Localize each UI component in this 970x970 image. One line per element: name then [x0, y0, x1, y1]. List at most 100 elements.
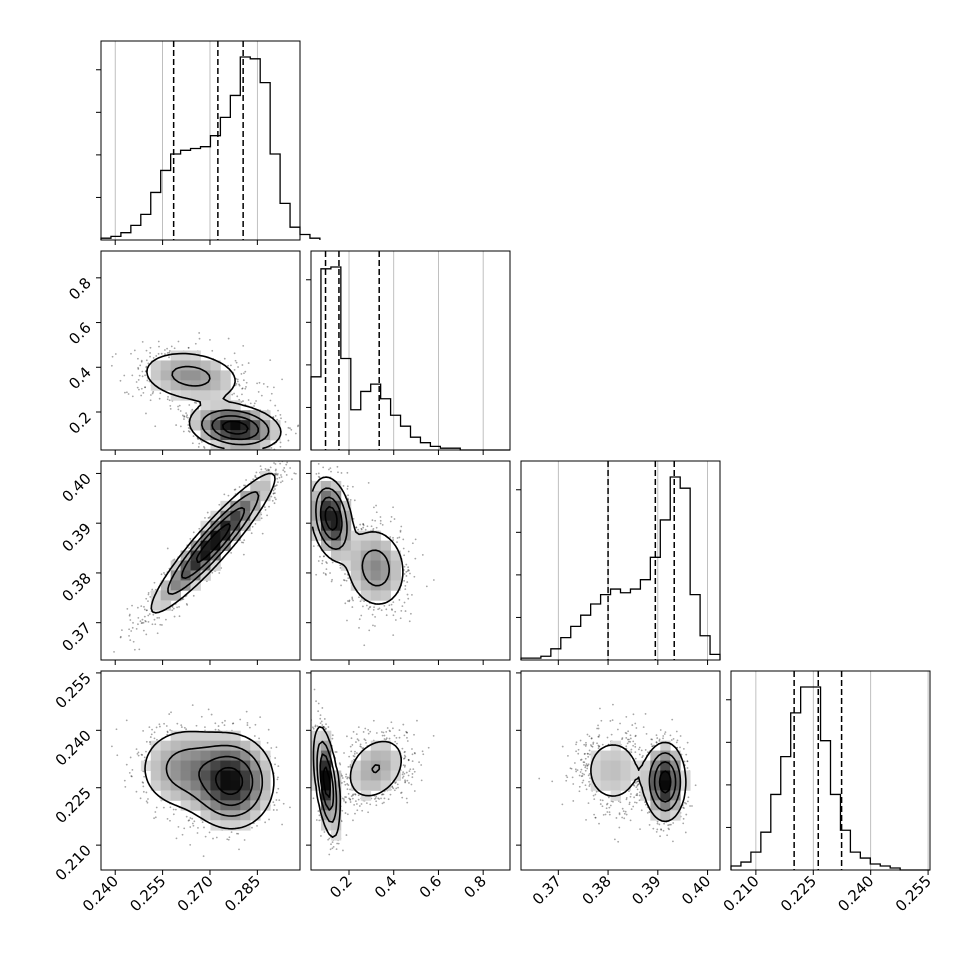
- scatter-point: [404, 779, 406, 782]
- scatter-point: [666, 834, 669, 837]
- scatter-point: [572, 783, 575, 785]
- scatter-point: [644, 749, 647, 751]
- scatter-point: [676, 739, 679, 742]
- scatter-point: [403, 579, 406, 582]
- scatter-point: [632, 805, 635, 808]
- histogram-bar: [141, 214, 151, 240]
- scatter-point: [242, 451, 244, 453]
- density-cell: [210, 370, 221, 381]
- scatter-point: [340, 472, 343, 474]
- density-cell: [250, 510, 261, 522]
- density-cell: [170, 580, 181, 591]
- scatter-point: [597, 744, 600, 747]
- scatter-point: [317, 462, 320, 465]
- scatter-point: [304, 459, 306, 461]
- scatter-point: [296, 425, 299, 428]
- scatter-point: [629, 737, 632, 740]
- scatter-point: [168, 713, 171, 715]
- histogram-bar: [391, 415, 401, 450]
- scatter-point: [235, 361, 238, 364]
- scatter-point: [609, 804, 612, 807]
- scatter-point: [686, 741, 689, 744]
- scatter-point: [636, 783, 639, 786]
- contour-line: [648, 752, 682, 812]
- scatter-point: [670, 739, 673, 741]
- scatter-point: [355, 733, 358, 736]
- scatter-point: [351, 606, 354, 608]
- scatter-point: [413, 733, 415, 736]
- scatter-point: [641, 756, 644, 759]
- density-cell: [350, 530, 362, 541]
- scatter-point: [166, 730, 169, 733]
- scatter-point: [157, 352, 160, 355]
- scatter-point: [154, 588, 157, 591]
- scatter-point: [601, 743, 604, 746]
- scatter-point: [315, 472, 318, 475]
- scatter-point: [281, 480, 284, 482]
- scatter-point: [640, 809, 643, 812]
- density-cell: [210, 550, 221, 561]
- scatter-point: [329, 572, 331, 574]
- scatter-point: [152, 357, 155, 359]
- scatter-point: [344, 573, 346, 575]
- scatter-point: [245, 386, 247, 388]
- scatter-point: [191, 442, 194, 445]
- scatter-point: [407, 566, 410, 569]
- scatter-point: [177, 825, 180, 828]
- density-cell: [170, 760, 181, 771]
- scatter-point: [421, 750, 424, 753]
- scatter-point: [183, 418, 185, 420]
- scatter-point: [228, 836, 231, 839]
- scatter-point: [274, 763, 276, 766]
- scatter-point: [374, 616, 376, 618]
- scatter-point: [608, 813, 611, 816]
- histogram-bar: [161, 170, 171, 240]
- scatter-point: [385, 737, 388, 740]
- scatter-point: [658, 823, 661, 826]
- scatter-point: [208, 516, 211, 519]
- scatter-point: [403, 772, 406, 775]
- scatter-point: [346, 600, 349, 602]
- scatter-point: [655, 741, 658, 743]
- panel-2d-3-2: [538, 703, 697, 843]
- scatter-point: [145, 620, 147, 623]
- scatter-point: [123, 374, 126, 377]
- density-cell: [150, 770, 162, 781]
- scatter-point: [337, 842, 340, 845]
- scatter-point: [241, 387, 244, 390]
- density-cell: [160, 580, 172, 591]
- scatter-point: [266, 741, 269, 744]
- scatter-point: [283, 457, 285, 459]
- scatter-point: [121, 629, 123, 632]
- density-cell: [360, 580, 372, 591]
- panel-border-3-2: [520, 670, 721, 871]
- x-tick-label: 0.240: [79, 872, 122, 915]
- scatter-point: [110, 745, 113, 748]
- scatter-point: [633, 784, 636, 787]
- scatter-point: [309, 513, 311, 515]
- scatter-point: [166, 547, 169, 550]
- scatter-point: [379, 516, 382, 518]
- scatter-point: [400, 609, 403, 612]
- scatter-point: [355, 526, 358, 529]
- scatter-point: [182, 598, 185, 601]
- histogram-bar: [700, 636, 710, 660]
- scatter-point: [365, 741, 367, 744]
- scatter-point: [637, 783, 640, 785]
- scatter-point: [672, 840, 674, 843]
- density-cell: [330, 500, 342, 512]
- scatter-point: [126, 607, 129, 610]
- scatter-point: [629, 819, 632, 822]
- scatter-point: [154, 811, 157, 813]
- scatter-point: [580, 775, 583, 778]
- scatter-point: [301, 506, 303, 508]
- histogram-bar: [270, 154, 280, 240]
- scatter-point: [355, 526, 358, 529]
- scatter-point: [580, 768, 583, 771]
- scatter-point: [195, 724, 198, 727]
- scatter-point: [408, 569, 410, 572]
- scatter-point: [597, 747, 600, 750]
- scatter-point: [580, 758, 583, 761]
- scatter-point: [330, 580, 333, 583]
- scatter-point: [405, 575, 408, 577]
